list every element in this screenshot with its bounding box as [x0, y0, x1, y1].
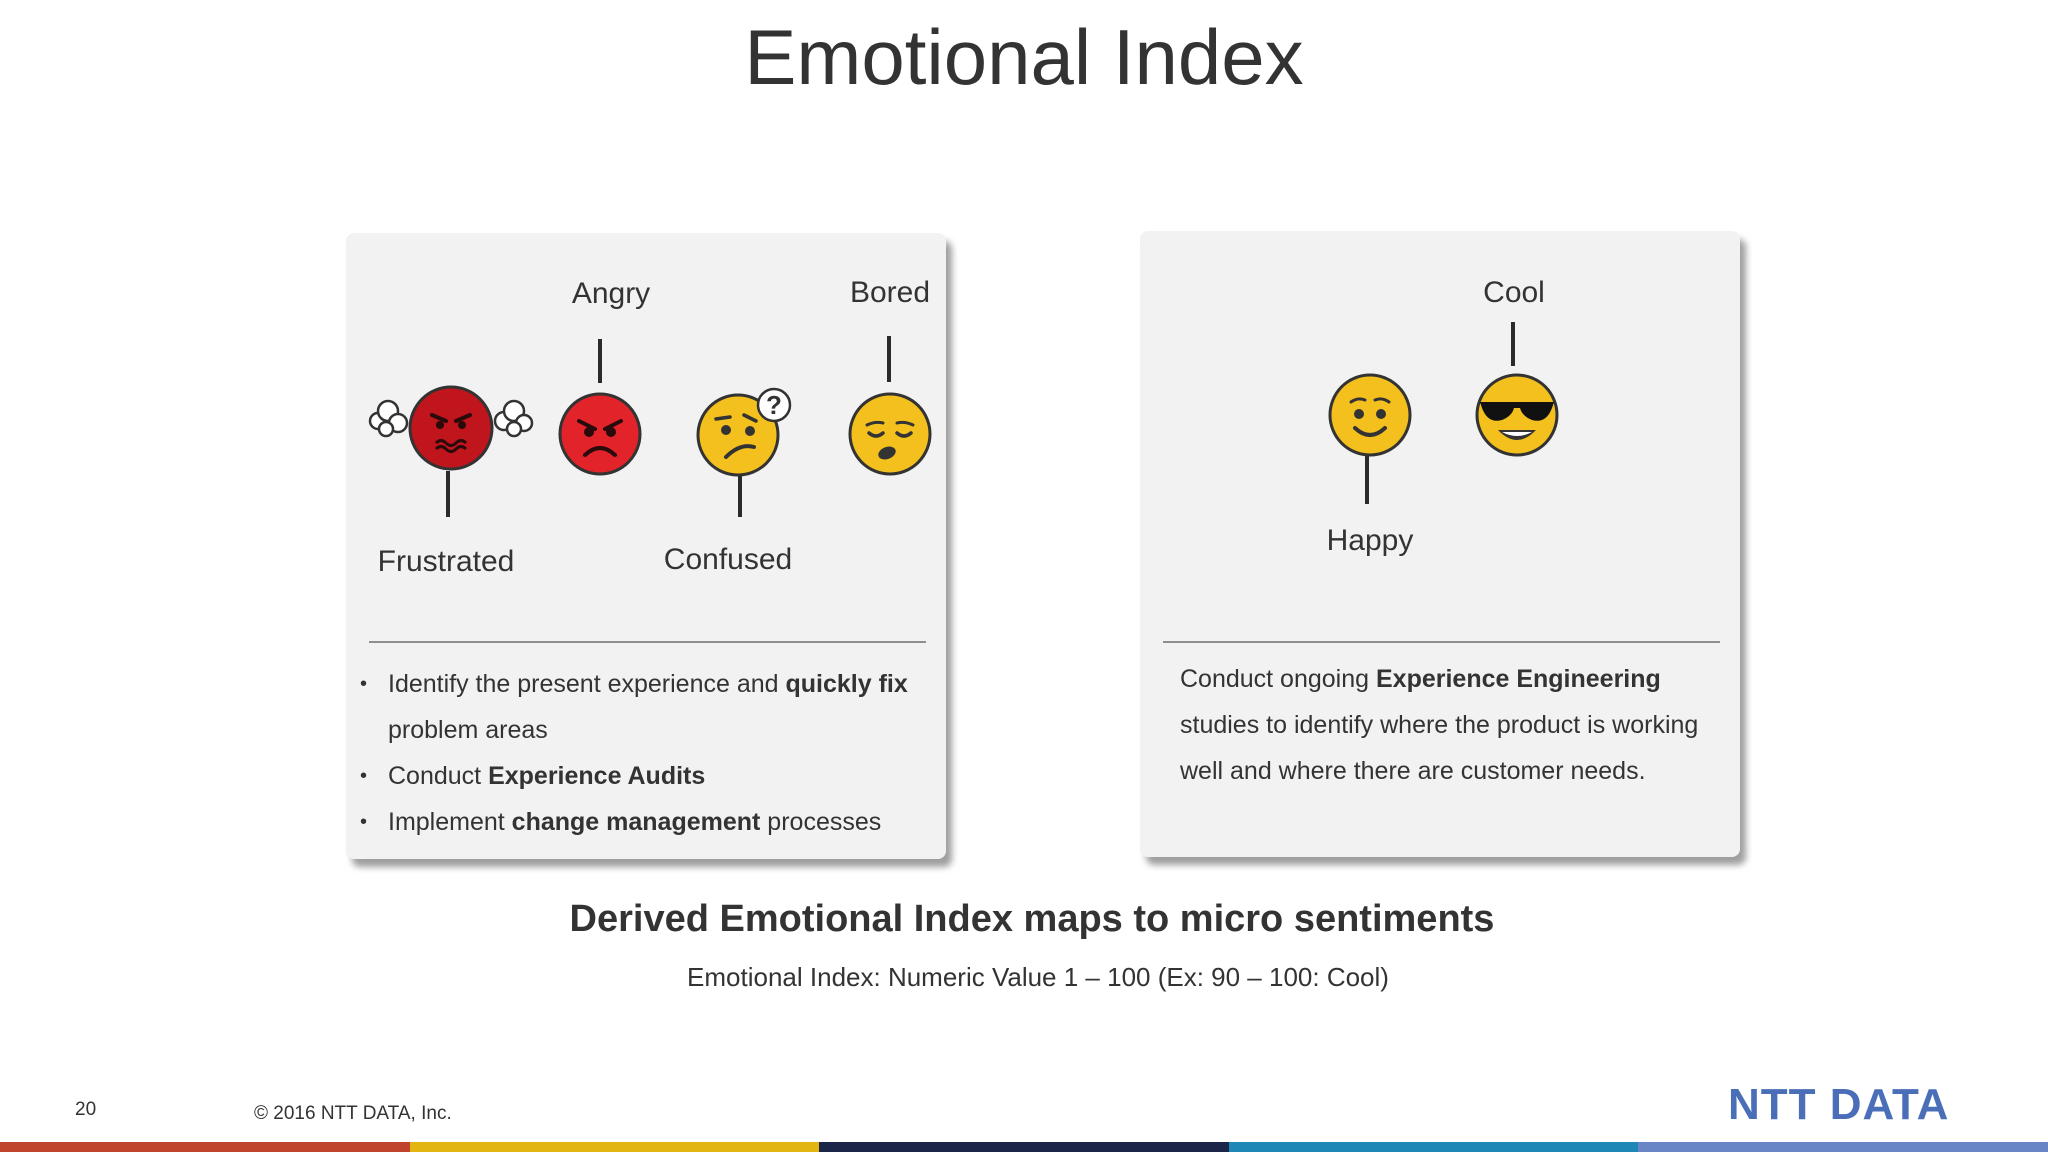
frustrated-face-icon — [368, 385, 534, 471]
summary-subline: Emotional Index: Numeric Value 1 – 100 (… — [687, 962, 1389, 992]
bored-face-icon — [848, 392, 932, 476]
summary-headline: Derived Emotional Index maps to micro se… — [569, 898, 1495, 940]
page-number: 20 — [75, 1099, 97, 1120]
copyright-notice: © 2016 NTT DATA, Inc. — [254, 1103, 452, 1124]
angry-stem — [598, 339, 602, 383]
bored-stem — [887, 336, 891, 382]
happy-label: Happy — [1326, 524, 1414, 557]
list-item: Identify the present experience and quic… — [356, 661, 936, 753]
positive-emotions-card: Cool Happy Conduct ongoing Experience En… — [1140, 231, 1740, 857]
bored-label: Bored — [849, 276, 931, 309]
color-bar-segment — [0, 1142, 410, 1152]
card-divider — [369, 641, 926, 643]
negative-emotions-card: Angry Bored Frustrated Confused ? — [346, 233, 946, 859]
cool-stem — [1511, 322, 1515, 366]
card-divider — [1163, 641, 1720, 643]
footer-color-bar — [0, 1142, 2048, 1152]
cool-face-icon — [1475, 373, 1559, 457]
frustrated-label: Frustrated — [377, 545, 515, 578]
svg-text:?: ? — [766, 390, 782, 420]
action-bullet-list: Identify the present experience and quic… — [356, 661, 936, 845]
ntt-data-logo: NTT DATA — [1728, 1080, 1950, 1129]
confused-label: Confused — [663, 543, 793, 576]
slide-title: Emotional Index — [744, 13, 1304, 101]
color-bar-segment — [819, 1142, 1229, 1152]
frustrated-stem — [446, 471, 450, 517]
color-bar-segment — [409, 1142, 820, 1152]
list-item: Conduct Experience Audits — [356, 753, 936, 799]
engineering-paragraph: Conduct ongoing Experience Engineering s… — [1180, 665, 1699, 785]
angry-face-icon — [558, 392, 642, 476]
happy-stem — [1365, 454, 1369, 504]
confused-face-icon: ? — [696, 387, 792, 477]
angry-label: Angry — [571, 277, 651, 310]
color-bar-segment — [1638, 1142, 2048, 1152]
color-bar-segment — [1228, 1142, 1639, 1152]
happy-face-icon — [1328, 373, 1412, 457]
confused-stem — [738, 471, 742, 517]
cool-label: Cool — [1483, 276, 1545, 309]
list-item: Implement change management processes — [356, 799, 936, 845]
